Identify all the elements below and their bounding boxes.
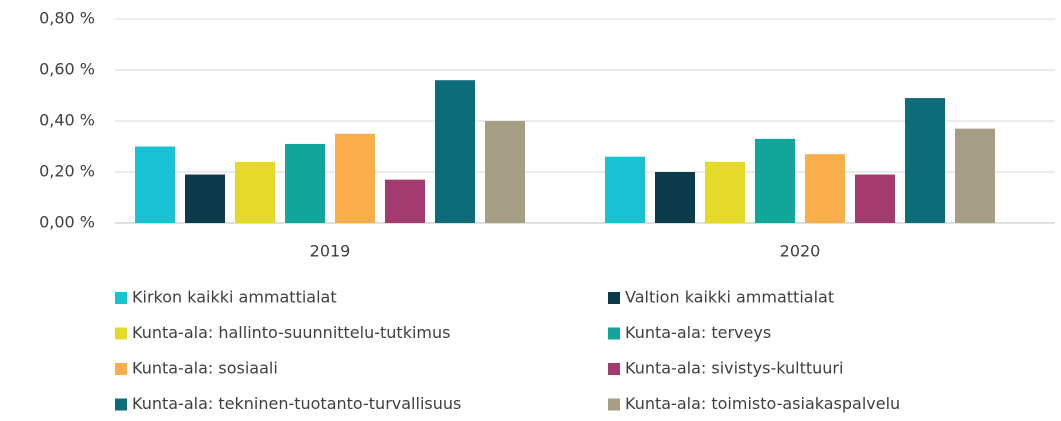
bar <box>855 174 895 223</box>
legend-swatch <box>608 363 620 375</box>
y-tick-label: 0,20 % <box>39 162 95 181</box>
legend-label: Kunta-ala: hallinto-suunnittelu-tutkimus <box>132 323 450 342</box>
legend-swatch <box>608 292 620 304</box>
y-tick-label: 0,00 % <box>39 213 95 232</box>
legend-label: Kunta-ala: sivistys-kulttuuri <box>625 359 843 378</box>
legend-label: Kunta-ala: terveys <box>625 323 771 342</box>
y-tick-label: 0,80 % <box>39 9 95 28</box>
legend-label: Kunta-ala: tekninen-tuotanto-turvallisuu… <box>132 394 461 413</box>
bar <box>905 98 945 223</box>
bar <box>135 146 175 223</box>
legend-label: Kirkon kaikki ammattialat <box>132 288 337 307</box>
bar <box>335 133 375 223</box>
legend-label: Valtion kaikki ammattialat <box>625 288 834 307</box>
y-tick-label: 0,40 % <box>39 111 95 130</box>
bar <box>385 179 425 223</box>
x-tick-label: 2020 <box>780 242 821 261</box>
bar <box>485 121 525 223</box>
legend-swatch <box>115 292 127 304</box>
bar <box>805 154 845 223</box>
bar <box>435 80 475 223</box>
legend-label: Kunta-ala: toimisto-asiakaspalvelu <box>625 394 900 413</box>
bar <box>755 138 795 223</box>
bar <box>655 172 695 223</box>
bar <box>235 161 275 223</box>
y-tick-label: 0,60 % <box>39 60 95 79</box>
legend-swatch <box>115 327 127 340</box>
legend-swatch <box>115 363 127 375</box>
legend-label: Kunta-ala: sosiaali <box>132 359 278 378</box>
bar <box>955 128 995 223</box>
x-tick-label: 2019 <box>310 242 351 261</box>
legend-swatch <box>608 398 620 411</box>
bar <box>185 174 225 223</box>
bar <box>285 143 325 223</box>
legend-swatch <box>608 327 620 340</box>
bar <box>605 156 645 223</box>
bar <box>705 161 745 223</box>
legend-swatch <box>115 398 127 411</box>
